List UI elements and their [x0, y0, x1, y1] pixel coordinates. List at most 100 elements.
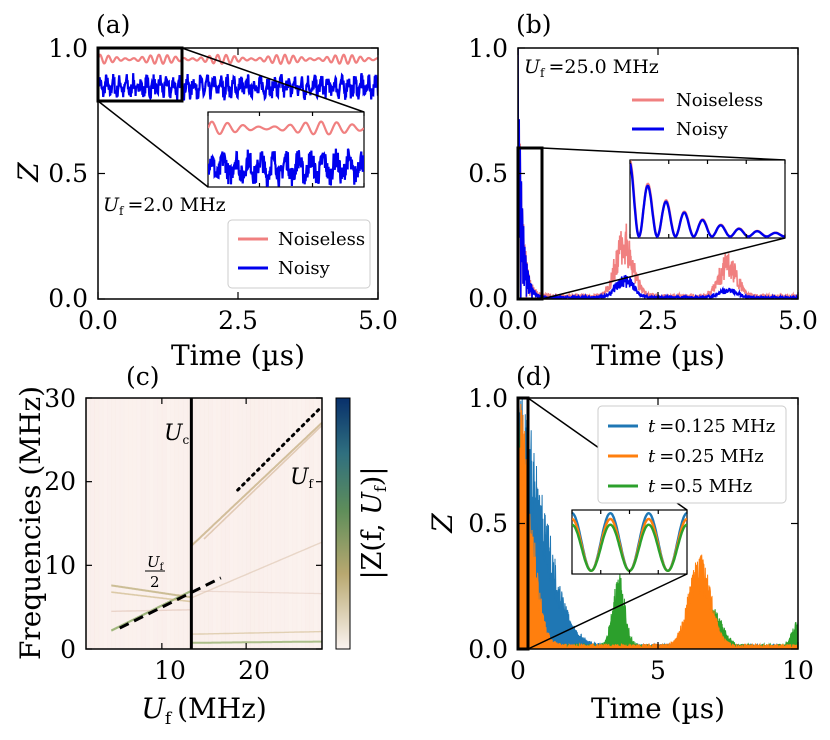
heatmap-column	[288, 398, 293, 649]
x-axis-label: Time (µs)	[591, 339, 725, 372]
heatmap-column	[258, 398, 264, 649]
y-axis-label: Frequencies (MHz)	[14, 386, 47, 660]
heatmap-column	[246, 398, 251, 649]
y-tick-label: 0.0	[468, 635, 508, 664]
heatmap-trace	[190, 421, 323, 547]
panel-d: 1.0 0.5 0.0 0 5 10 Time (µs) Z (d) t =0.1…	[426, 362, 814, 725]
legend: t =0.125 MHz t =0.25 MHz t =0.5 MHz	[597, 405, 787, 504]
xlabel-unit: (MHz)	[177, 692, 267, 725]
heatmap-column	[279, 398, 285, 649]
heatmap-column	[271, 398, 277, 649]
x-tick-label: 5	[650, 656, 666, 685]
legend-label: Noisy	[278, 258, 331, 279]
y-tick-label: 20	[44, 467, 76, 496]
cbar-close: )|	[357, 467, 388, 487]
y-axis-label: Z	[12, 162, 45, 183]
inset-ticks	[571, 510, 688, 574]
axes-frame	[85, 397, 323, 650]
y-tick-label: 0.5	[48, 159, 88, 188]
legend-box	[227, 219, 371, 289]
x-tick-label: 0.0	[498, 306, 538, 335]
heatmap-column	[300, 398, 306, 649]
legend-value: =0.125 MHz	[659, 416, 775, 437]
x-tick-label: 2.5	[218, 306, 258, 335]
legend-symbol: t	[648, 416, 656, 437]
heatmap-trace	[111, 609, 192, 613]
heatmap-column	[140, 398, 146, 649]
heatmap-column	[237, 398, 243, 649]
heatmap-trace	[191, 541, 323, 599]
y-tick-label: 0	[60, 635, 76, 664]
heatmap-column	[166, 398, 171, 649]
x-tick-label: 20	[238, 656, 270, 685]
uc-label: Uc	[164, 421, 190, 447]
heatmap-column	[229, 398, 234, 649]
zoom-connector	[527, 573, 688, 650]
panel-c: 30 20 10 0 10 20 Uf (MHz) Frequencies (MH…	[14, 362, 390, 729]
guide-lines	[119, 398, 324, 649]
axis-ticks	[86, 397, 322, 650]
inset-axes	[629, 159, 786, 239]
inset-ticks	[629, 160, 786, 238]
y-tick-label: 0.5	[468, 509, 508, 538]
heatmap-column	[187, 398, 192, 649]
legend-label: Noiseless	[676, 90, 763, 111]
heatmap-trace	[111, 584, 192, 599]
y-tick-label: 1.0	[468, 34, 508, 63]
inset-axes	[571, 509, 688, 575]
heatmap-trace	[191, 590, 322, 595]
y-tick-label: 0.0	[468, 284, 508, 313]
inset-noiseless-line	[208, 120, 364, 136]
heatmap-column	[195, 398, 201, 649]
x-tick-label: 0.0	[78, 306, 118, 335]
heatmap-column	[225, 398, 230, 649]
cbar-open: |Z(f,	[357, 515, 388, 580]
legend-value: =0.25 MHz	[659, 446, 764, 467]
heatmap-column	[182, 398, 188, 649]
heatmap-column	[317, 398, 323, 649]
uf-annotation: Uf =2.0 MHz	[103, 194, 226, 218]
colorbar-label: |Z(f, Uf)|	[357, 467, 390, 580]
legend-box	[597, 405, 787, 504]
y-tick-label: 1.0	[468, 384, 508, 413]
inset-noisy-line	[630, 162, 785, 238]
y-axis-label: Z	[426, 513, 459, 534]
heatmap-column	[296, 398, 302, 649]
heatmap-column	[233, 398, 239, 649]
colorbar	[335, 397, 351, 650]
uf-half-numerator: Uf	[147, 553, 165, 573]
heatmap-column	[250, 398, 256, 649]
uf-dotted-line	[236, 404, 324, 492]
heatmap-column	[90, 398, 95, 649]
heatmap-column	[86, 398, 91, 649]
zoom-connector	[541, 237, 786, 300]
heatmap-trace	[191, 630, 322, 635]
x-tick-label: 5.0	[358, 306, 398, 335]
heatmap-column	[94, 398, 100, 649]
heatmap-column	[128, 398, 133, 649]
heatmap-column	[107, 398, 112, 649]
zoom-connector	[97, 100, 209, 188]
panel-a: 1.0 0.5 0.0 0.0 2.5 5.0 Time (µs) Z (a) …	[12, 10, 398, 372]
heatmap-traces	[86, 398, 323, 649]
heatmap-column	[123, 398, 129, 649]
uf-annotation: Uf =25.0 MHz	[524, 56, 659, 80]
cbar-symbol: U	[357, 491, 388, 515]
inset-noisy-line	[208, 148, 364, 187]
heatmap-column	[119, 398, 125, 649]
ann-value: =25.0 MHz	[548, 56, 658, 78]
legend: Noiseless Noisy	[632, 90, 763, 140]
legend-label: Noisy	[676, 119, 729, 140]
heatmap-column	[284, 398, 289, 649]
ann-subscript: f	[540, 66, 546, 80]
heatmap-column	[208, 398, 213, 649]
legend-label: t =0.25 MHz	[648, 446, 764, 467]
heatmap-column	[241, 398, 247, 649]
ann-value: =2.0 MHz	[127, 194, 225, 216]
heatmap-column	[98, 398, 104, 649]
uf-half-label: Uf 2	[145, 553, 165, 591]
legend-value: =0.5 MHz	[659, 476, 752, 497]
heatmap-column	[178, 398, 184, 649]
zoom-box	[516, 146, 544, 301]
